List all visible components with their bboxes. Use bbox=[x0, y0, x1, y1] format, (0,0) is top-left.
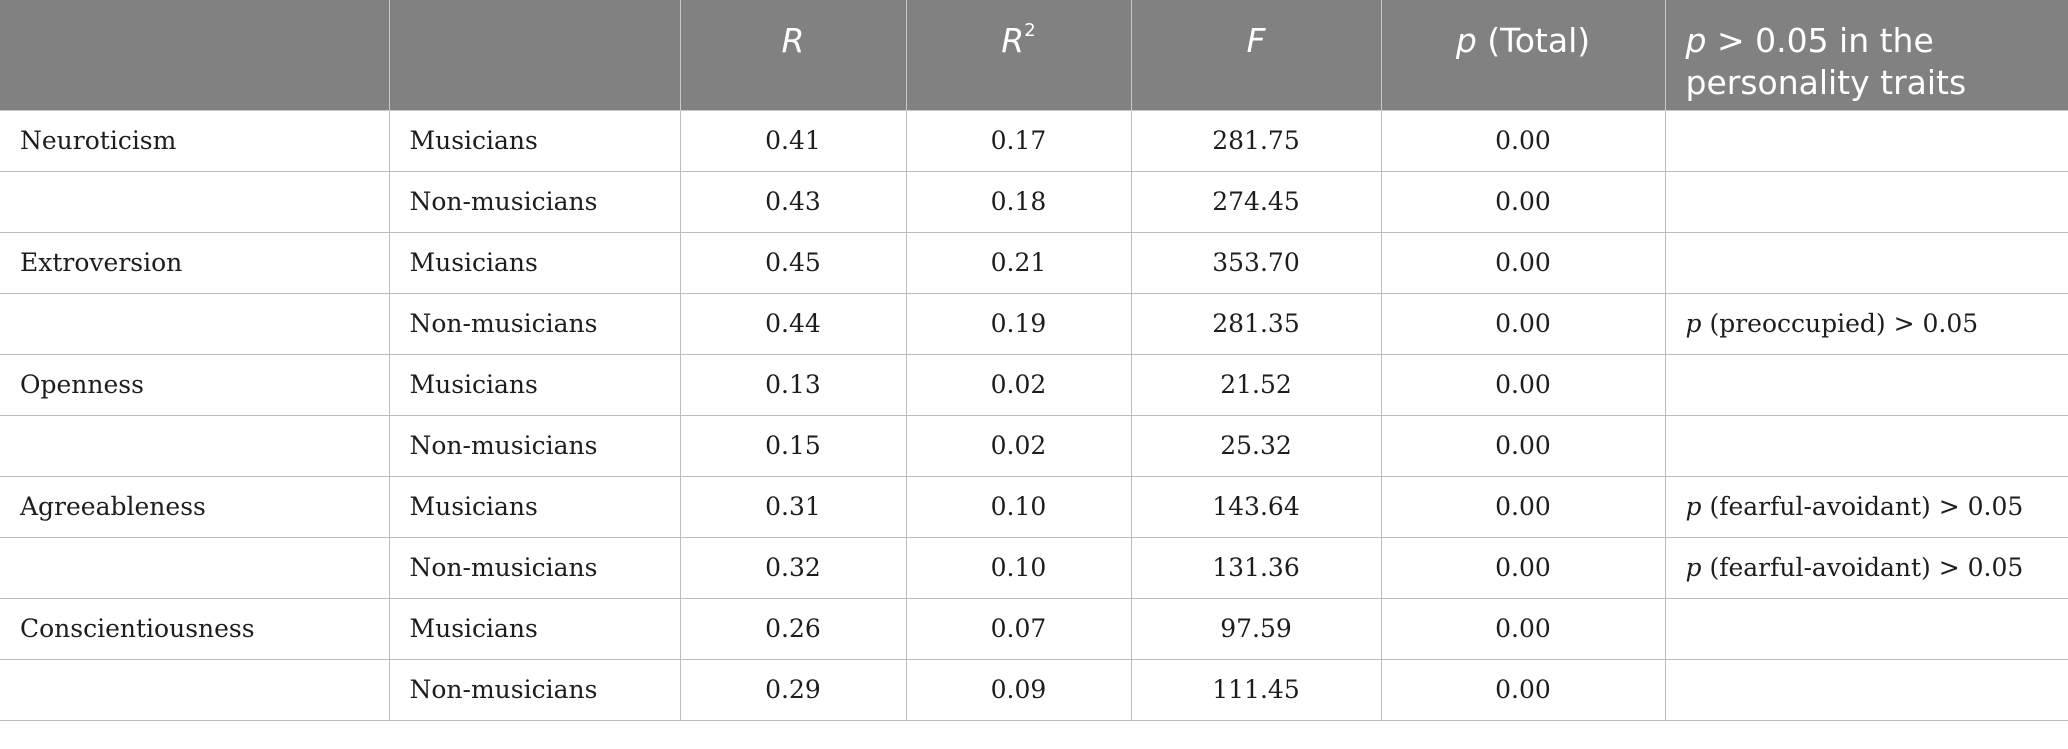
f-cell: 274.45 bbox=[1130, 170, 1382, 233]
group-cell: Non-musicians bbox=[388, 292, 681, 355]
personality-note-cell: p (fearful-avoidant) > 0.05 bbox=[1664, 475, 2068, 538]
group-cell: Musicians bbox=[388, 353, 681, 416]
trait-cell: Conscientiousness bbox=[0, 597, 390, 660]
personality-note-cell bbox=[1664, 658, 2068, 721]
trait-cell: Neuroticism bbox=[0, 109, 390, 172]
group-cell: Musicians bbox=[388, 231, 681, 294]
p-total-cell: 0.00 bbox=[1380, 109, 1666, 172]
f-cell: 281.35 bbox=[1130, 292, 1382, 355]
group-cell: Non-musicians bbox=[388, 658, 681, 721]
group-cell: Musicians bbox=[388, 475, 681, 538]
note-text: (fearful-avoidant) > 0.05 bbox=[1701, 492, 2024, 521]
header-trait bbox=[0, 0, 390, 111]
r-cell: 0.32 bbox=[679, 536, 907, 599]
group-cell: Musicians bbox=[388, 597, 681, 660]
trait-cell bbox=[0, 170, 390, 233]
note-text: (preoccupied) > 0.05 bbox=[1701, 309, 1979, 338]
r-cell: 0.44 bbox=[679, 292, 907, 355]
f-cell: 97.59 bbox=[1130, 597, 1382, 660]
f-cell: 131.36 bbox=[1130, 536, 1382, 599]
p-total-cell: 0.00 bbox=[1380, 414, 1666, 477]
header-f: F bbox=[1130, 0, 1382, 111]
f-cell: 353.70 bbox=[1130, 231, 1382, 294]
note-text: (fearful-avoidant) > 0.05 bbox=[1701, 553, 2024, 582]
header-p-total: p (Total) bbox=[1380, 0, 1666, 111]
group-cell: Non-musicians bbox=[388, 170, 681, 233]
note-p-symbol: p bbox=[1685, 553, 1702, 582]
table-row: Non-musicians 0.15 0.02 25.32 0.00 bbox=[0, 414, 2068, 477]
r2-cell: 0.02 bbox=[905, 353, 1132, 416]
table-row: Extroversion Musicians 0.45 0.21 353.70 0.00 bbox=[0, 231, 2068, 294]
trait-cell: Agreeableness bbox=[0, 475, 390, 538]
header-r2: R2 bbox=[905, 0, 1132, 111]
personality-note-cell bbox=[1664, 109, 2068, 172]
r-cell: 0.15 bbox=[679, 414, 907, 477]
personality-note-cell bbox=[1664, 414, 2068, 477]
trait-cell bbox=[0, 292, 390, 355]
r-cell: 0.43 bbox=[679, 170, 907, 233]
personality-note-cell bbox=[1664, 231, 2068, 294]
personality-note-cell bbox=[1664, 170, 2068, 233]
group-cell: Non-musicians bbox=[388, 414, 681, 477]
r2-cell: 0.09 bbox=[905, 658, 1132, 721]
p-total-cell: 0.00 bbox=[1380, 231, 1666, 294]
group-cell: Non-musicians bbox=[388, 536, 681, 599]
note-p-symbol: p bbox=[1685, 492, 1702, 521]
personality-note-cell: p (fearful-avoidant) > 0.05 bbox=[1664, 536, 2068, 599]
p-total-cell: 0.00 bbox=[1380, 597, 1666, 660]
regression-table-container: R R2 F p (Total) p > 0.05 in the personal… bbox=[0, 0, 2068, 721]
personality-note-cell bbox=[1664, 597, 2068, 660]
table-row: Non-musicians 0.32 0.10 131.36 0.00 p (fearfu… bbox=[0, 536, 2068, 599]
table-row: Agreeableness Musicians 0.31 0.10 143.64 0.00… bbox=[0, 475, 2068, 538]
trait-cell: Openness bbox=[0, 353, 390, 416]
table-row: Non-musicians 0.29 0.09 111.45 0.00 bbox=[0, 658, 2068, 721]
f-cell: 143.64 bbox=[1130, 475, 1382, 538]
r-cell: 0.26 bbox=[679, 597, 907, 660]
header-p-personality: p > 0.05 in the personality traits bbox=[1664, 0, 2068, 111]
r2-cell: 0.10 bbox=[905, 536, 1132, 599]
p-total-cell: 0.00 bbox=[1380, 658, 1666, 721]
header-row: R R2 F p (Total) p > 0.05 in the personal… bbox=[0, 0, 2068, 111]
p-total-cell: 0.00 bbox=[1380, 170, 1666, 233]
table-row: Non-musicians 0.43 0.18 274.45 0.00 bbox=[0, 170, 2068, 233]
p-total-cell: 0.00 bbox=[1380, 536, 1666, 599]
r-cell: 0.45 bbox=[679, 231, 907, 294]
regression-table: R R2 F p (Total) p > 0.05 in the personal… bbox=[0, 0, 2068, 721]
header-r: R bbox=[679, 0, 907, 111]
r2-cell: 0.21 bbox=[905, 231, 1132, 294]
r2-cell: 0.17 bbox=[905, 109, 1132, 172]
r2-cell: 0.19 bbox=[905, 292, 1132, 355]
table-row: Neuroticism Musicians 0.41 0.17 281.75 0.00 bbox=[0, 109, 2068, 172]
trait-cell bbox=[0, 658, 390, 721]
r-cell: 0.29 bbox=[679, 658, 907, 721]
r2-cell: 0.07 bbox=[905, 597, 1132, 660]
f-cell: 25.32 bbox=[1130, 414, 1382, 477]
r-cell: 0.41 bbox=[679, 109, 907, 172]
trait-cell: Extroversion bbox=[0, 231, 390, 294]
f-cell: 21.52 bbox=[1130, 353, 1382, 416]
r2-cell: 0.18 bbox=[905, 170, 1132, 233]
p-total-cell: 0.00 bbox=[1380, 475, 1666, 538]
r2-cell: 0.10 bbox=[905, 475, 1132, 538]
header-group bbox=[388, 0, 681, 111]
group-cell: Musicians bbox=[388, 109, 681, 172]
table-row: Non-musicians 0.44 0.19 281.35 0.00 p (preocc… bbox=[0, 292, 2068, 355]
r2-cell: 0.02 bbox=[905, 414, 1132, 477]
p-total-cell: 0.00 bbox=[1380, 292, 1666, 355]
p-total-cell: 0.00 bbox=[1380, 353, 1666, 416]
personality-note-cell bbox=[1664, 353, 2068, 416]
table-row: Conscientiousness Musicians 0.26 0.07 97.59 0… bbox=[0, 597, 2068, 660]
note-p-symbol: p bbox=[1685, 309, 1702, 338]
f-cell: 111.45 bbox=[1130, 658, 1382, 721]
personality-note-cell: p (preoccupied) > 0.05 bbox=[1664, 292, 2068, 355]
f-cell: 281.75 bbox=[1130, 109, 1382, 172]
table-row: Openness Musicians 0.13 0.02 21.52 0.00 bbox=[0, 353, 2068, 416]
r-cell: 0.31 bbox=[679, 475, 907, 538]
trait-cell bbox=[0, 536, 390, 599]
trait-cell bbox=[0, 414, 390, 477]
r-cell: 0.13 bbox=[679, 353, 907, 416]
